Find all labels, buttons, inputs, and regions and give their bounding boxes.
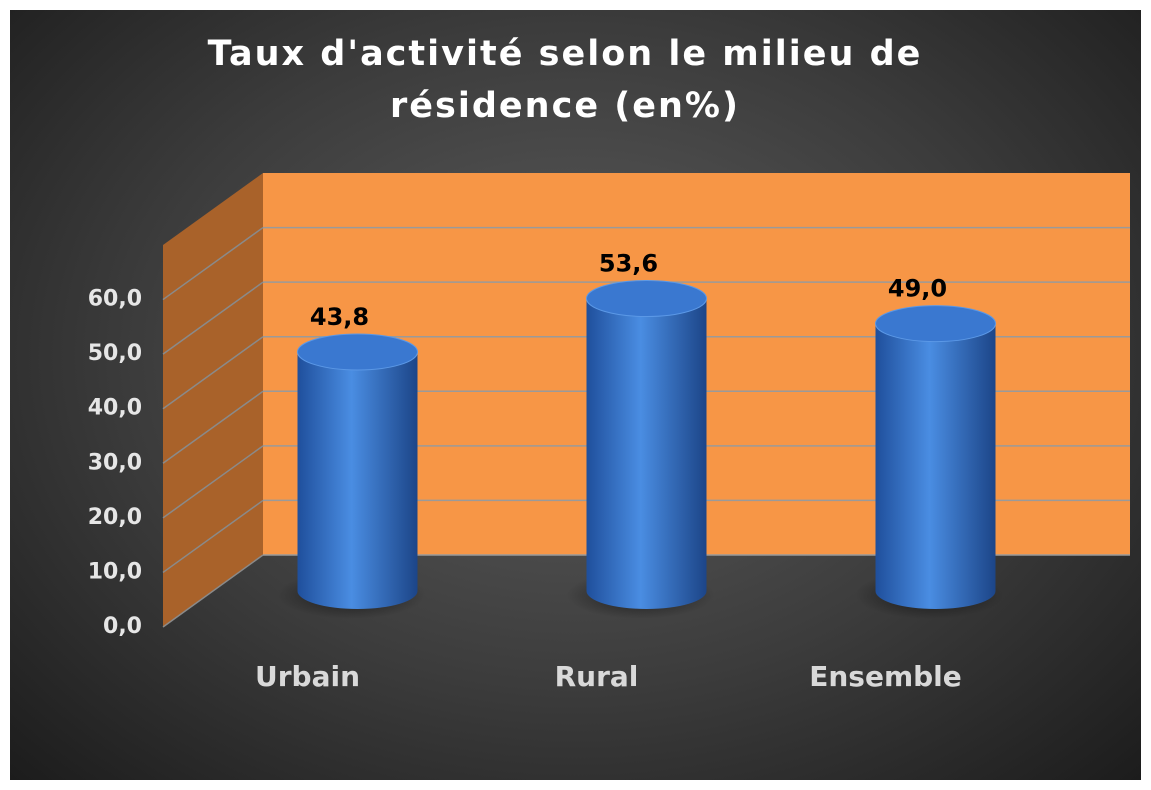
y-tick-label: 50,0 xyxy=(88,341,142,366)
y-tick-label: 0,0 xyxy=(103,614,142,639)
x-tick-label: Rural xyxy=(555,660,639,693)
chart-title: Taux d'activité selon le milieu de résid… xyxy=(207,34,923,126)
y-tick-label: 30,0 xyxy=(88,450,142,475)
cylinder-top xyxy=(586,279,707,317)
y-tick-label: 40,0 xyxy=(88,396,142,421)
cylinder-top xyxy=(875,305,996,343)
grid-line xyxy=(162,281,264,355)
x-tick-label: Urbain xyxy=(255,660,360,693)
value-label: 53,6 xyxy=(599,249,658,277)
value-label: 49,0 xyxy=(888,275,947,303)
grid-line xyxy=(162,226,264,301)
bar xyxy=(586,298,707,609)
bar xyxy=(297,351,418,609)
cylinder-top xyxy=(297,333,418,371)
grid-line xyxy=(162,445,264,519)
grid-line xyxy=(162,336,264,410)
grid-line xyxy=(162,390,264,464)
bar xyxy=(875,323,996,609)
y-tick-label: 20,0 xyxy=(88,505,142,530)
side-wall xyxy=(163,173,263,627)
y-tick-label: 10,0 xyxy=(88,559,142,584)
grid-line xyxy=(162,554,264,628)
x-tick-label: Ensemble xyxy=(809,660,962,693)
y-tick-label: 60,0 xyxy=(88,287,142,312)
value-label: 43,8 xyxy=(310,303,369,331)
grid-line xyxy=(162,499,264,574)
